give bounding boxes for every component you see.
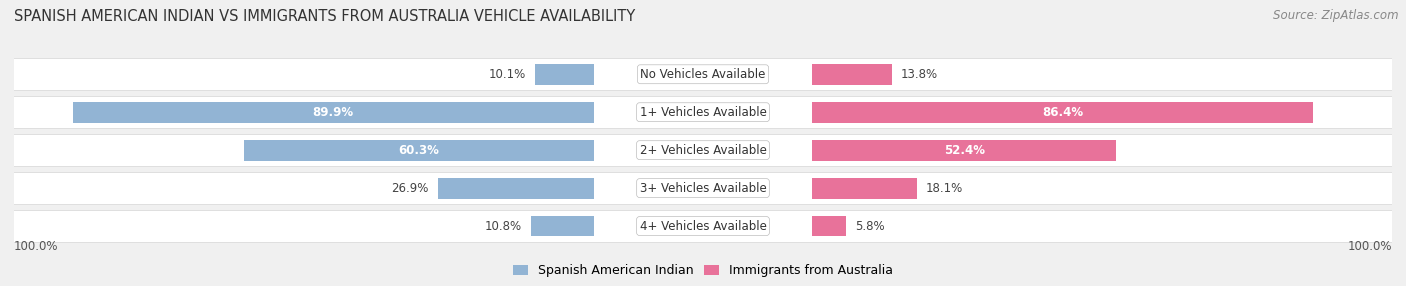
Bar [0,172,1406,204]
Bar [0,134,1406,166]
Text: 1+ Vehicles Available: 1+ Vehicles Available [640,106,766,119]
Bar [0,58,1406,90]
Text: 13.8%: 13.8% [901,68,938,81]
Text: 86.4%: 86.4% [1042,106,1084,119]
Bar [0,58,1406,90]
Text: 26.9%: 26.9% [392,182,429,194]
Bar [245,140,593,160]
Bar [813,216,846,237]
Text: 52.4%: 52.4% [943,144,984,157]
Text: No Vehicles Available: No Vehicles Available [640,68,766,81]
Bar [0,172,1406,204]
Bar [0,210,1406,242]
Bar [0,96,1406,128]
Bar [813,178,917,198]
Text: SPANISH AMERICAN INDIAN VS IMMIGRANTS FROM AUSTRALIA VEHICLE AVAILABILITY: SPANISH AMERICAN INDIAN VS IMMIGRANTS FR… [14,9,636,23]
Bar [437,178,593,198]
Bar [531,216,593,237]
Bar [0,58,1406,90]
Text: 2+ Vehicles Available: 2+ Vehicles Available [640,144,766,157]
Text: 100.0%: 100.0% [14,241,59,253]
Bar [0,96,1406,128]
Bar [813,140,1116,160]
Text: 18.1%: 18.1% [927,182,963,194]
Text: 4+ Vehicles Available: 4+ Vehicles Available [640,220,766,233]
Text: 5.8%: 5.8% [855,220,884,233]
Text: 3+ Vehicles Available: 3+ Vehicles Available [640,182,766,194]
Bar [813,102,1313,123]
Bar [0,172,1406,204]
Bar [73,102,593,123]
Bar [0,210,1406,242]
Text: 89.9%: 89.9% [312,106,354,119]
Bar [0,134,1406,166]
Legend: Spanish American Indian, Immigrants from Australia: Spanish American Indian, Immigrants from… [510,262,896,280]
Bar [813,64,893,85]
Text: Source: ZipAtlas.com: Source: ZipAtlas.com [1274,9,1399,21]
Text: 10.1%: 10.1% [489,68,526,81]
Bar [0,134,1406,166]
Text: 10.8%: 10.8% [485,220,522,233]
Text: 100.0%: 100.0% [1347,241,1392,253]
Bar [0,96,1406,128]
Text: 60.3%: 60.3% [398,144,439,157]
Bar [0,210,1406,242]
Bar [536,64,593,85]
